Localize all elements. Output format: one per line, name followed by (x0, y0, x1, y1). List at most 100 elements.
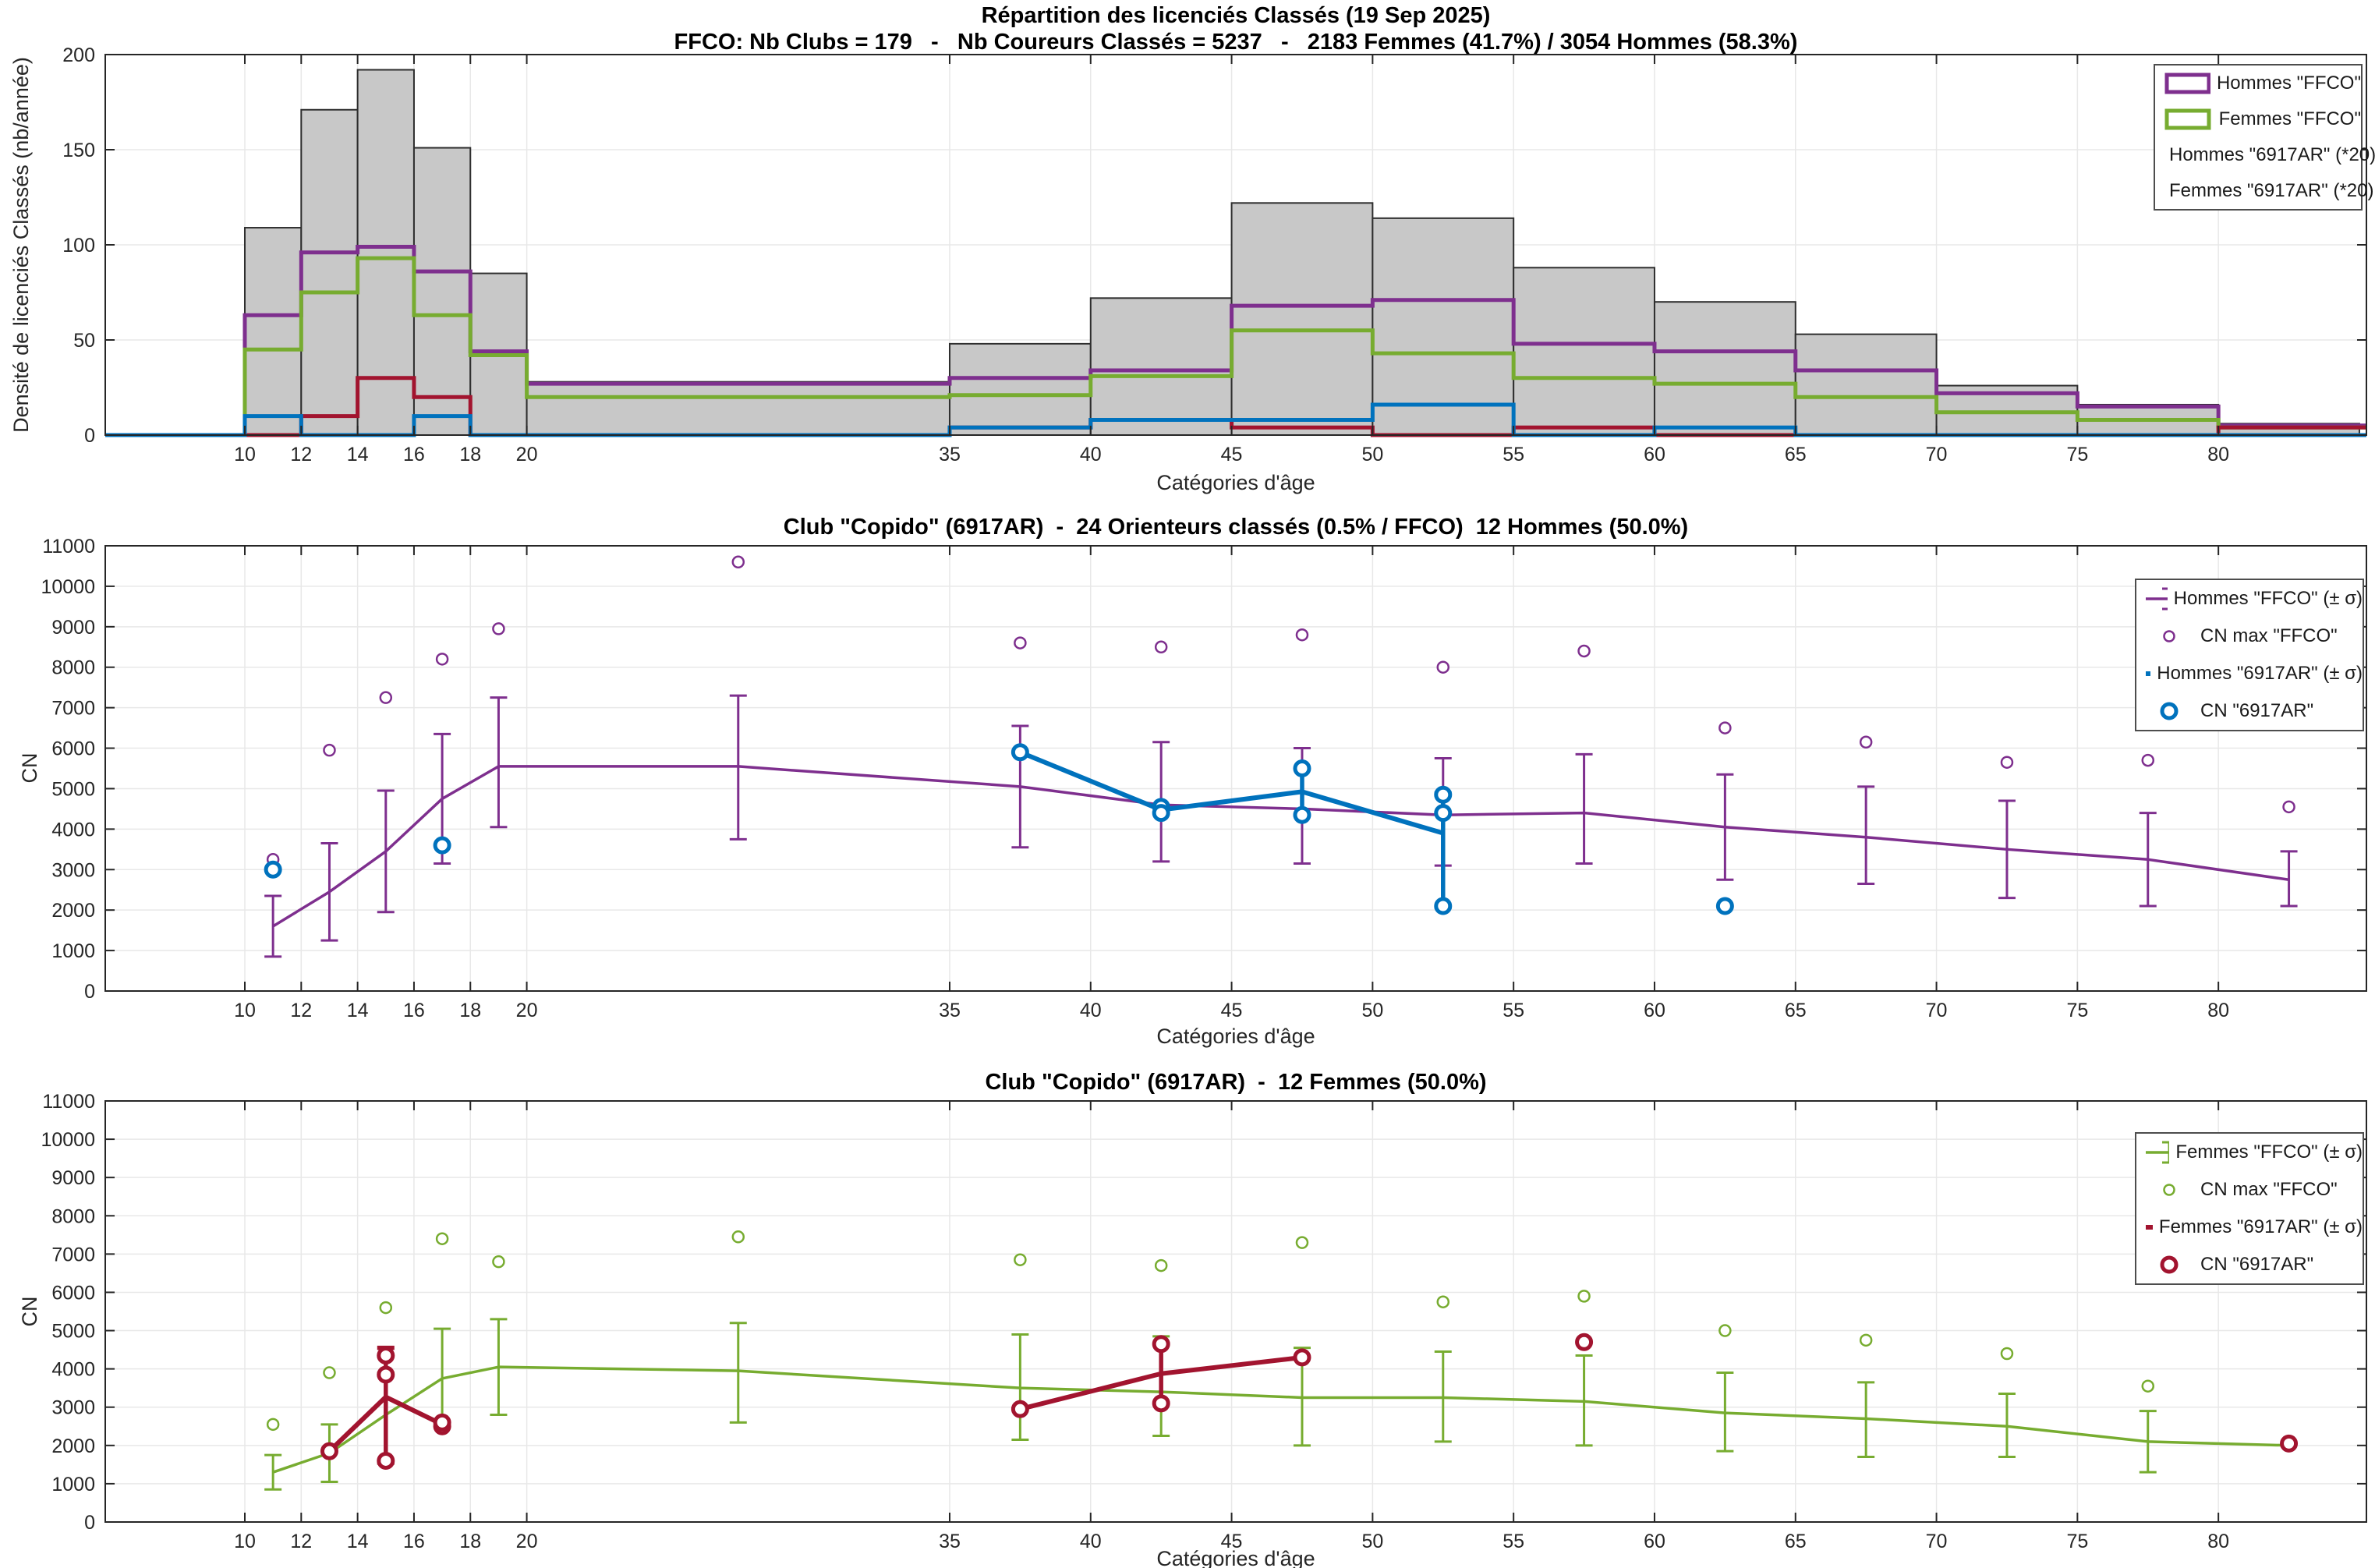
legend-item: Femmes "FFCO" (2155, 101, 2361, 137)
legend-swatch-circle-bold (2160, 1255, 2179, 1274)
scatter-point (492, 622, 505, 635)
legend-item: Femmes "FFCO" (± σ) (2136, 1134, 2363, 1171)
scatter-point (1859, 1333, 1873, 1347)
density-bar (1794, 333, 1938, 436)
scatter-point (1859, 735, 1873, 749)
tick-label-x: 20 (516, 1000, 538, 1021)
tick-label-y: 1000 (51, 940, 95, 962)
middle-chart-ylabel: CN (17, 752, 41, 784)
tick-label-y: 6000 (51, 1282, 95, 1304)
tick-label-x: 14 (347, 444, 369, 465)
tick-label-x: 20 (516, 444, 538, 465)
tick-label-x: 14 (347, 1000, 369, 1021)
mean-line (272, 765, 2289, 928)
scatter-point (1434, 804, 1453, 823)
scatter-point (1436, 1295, 1450, 1308)
density-bar (1089, 297, 1233, 436)
tick-label-x: 60 (1644, 1531, 1665, 1552)
tick-label-y: 2000 (51, 900, 95, 922)
tick-label-x: 18 (459, 444, 481, 465)
scatter-point (1293, 805, 1311, 824)
tick-label-x: 40 (1080, 444, 1102, 465)
plot-background (105, 1101, 2366, 1522)
tick-label-y: 4000 (51, 819, 95, 841)
tick-label-y: 3000 (51, 1397, 95, 1419)
tick-label-y: 4000 (51, 1359, 95, 1381)
scatter-point (1715, 897, 1734, 915)
tick-label-x: 70 (1926, 444, 1948, 465)
step-line (105, 256, 2366, 437)
density-bar (412, 147, 472, 436)
tick-label-x: 35 (939, 1000, 961, 1021)
density-bar (526, 380, 950, 436)
scatter-point (1434, 897, 1453, 915)
tick-label-x: 12 (290, 1531, 312, 1552)
scatter-point (1436, 660, 1450, 674)
tick-label-x: 70 (1926, 1531, 1948, 1552)
tick-label-y: 200 (62, 44, 95, 66)
tick-label-x: 50 (1361, 444, 1383, 465)
tick-label-y: 100 (62, 235, 95, 257)
scatter-point (433, 1413, 451, 1432)
legend-swatch-circle (2163, 1184, 2175, 1196)
tick-label-x: 45 (1221, 444, 1243, 465)
density-bar (243, 227, 303, 436)
legend-item-label: Femmes "FFCO" (2218, 108, 2361, 129)
tick-label-x: 50 (1361, 1531, 1383, 1552)
tick-label-x: 10 (234, 1531, 256, 1552)
scatter-point (1577, 1290, 1591, 1303)
swatch-circle (2160, 1255, 2179, 1274)
scatter-point (1575, 1333, 1594, 1351)
density-bar (1230, 202, 1374, 436)
tick-label-x: 45 (1221, 1000, 1243, 1021)
club-hommes-cn-group: 10 12 14 16 18 20 35 40 45 50 55 60 65 70 75 80 0 1000 200… (41, 536, 2367, 1021)
legend-item-label: Femmes "FFCO" (± σ) (2175, 1141, 2363, 1163)
legend-item-label: Hommes "6917AR" (± σ) (2157, 663, 2363, 684)
legend-item: CN max "FFCO" (2136, 1171, 2363, 1209)
scatter-point (2280, 1434, 2299, 1453)
tick-label-y: 8000 (51, 1205, 95, 1227)
top-chart-legend: Hommes "FFCO" Femmes "FFCO" Hommes "6917AR… (2154, 64, 2375, 211)
tick-label-x: 18 (459, 1000, 481, 1021)
tick-label-y: 0 (84, 425, 95, 447)
tick-label-x: 12 (290, 1000, 312, 1021)
tick-label-x: 60 (1644, 1000, 1665, 1021)
scatter-point (377, 1451, 395, 1470)
legend-swatch-circle (2163, 630, 2175, 642)
tick-label-x: 12 (290, 444, 312, 465)
tick-label-x: 40 (1080, 1000, 1102, 1021)
tick-label-x: 55 (1503, 444, 1524, 465)
scatter-point (1011, 743, 1029, 762)
middle-chart-xlabel: Catégories d'âge (1156, 1025, 1315, 1048)
scatter-point (2000, 756, 2014, 769)
scatter-point (2141, 1379, 2155, 1393)
scatter-point (2282, 800, 2295, 814)
scatter-point (435, 1232, 449, 1245)
mean-line (272, 1365, 2289, 1474)
legend-item: CN "6917AR" (2136, 1246, 2363, 1283)
tick-label-x: 35 (939, 1531, 961, 1552)
tick-label-x: 18 (459, 1531, 481, 1552)
scatter-point (377, 1346, 395, 1364)
tick-label-x: 70 (1926, 1000, 1948, 1021)
tick-label-x: 60 (1644, 444, 1665, 465)
tick-label-x: 20 (516, 1531, 538, 1552)
tick-label-x: 65 (1785, 1000, 1807, 1021)
scatter-point (323, 1366, 336, 1379)
legend-item-label: Femmes "6917AR" (± σ) (2158, 1216, 2363, 1237)
density-bar (1513, 267, 1655, 436)
scatter-point (1293, 1348, 1311, 1367)
scatter-point (1152, 1394, 1170, 1413)
bottom-chart-ylabel: CN (17, 1296, 41, 1327)
scatter-point (264, 860, 282, 879)
tick-label-x: 75 (2066, 1531, 2088, 1552)
tick-label-x: 80 (2207, 1000, 2229, 1021)
tick-label-y: 7000 (51, 1244, 95, 1265)
scatter-point (1434, 785, 1453, 804)
tick-label-y: 2000 (51, 1435, 95, 1457)
tick-label-y: 10000 (41, 1129, 95, 1151)
tick-label-y: 11000 (42, 536, 95, 557)
legend-item: Hommes "6917AR" (± σ) (2136, 655, 2363, 692)
